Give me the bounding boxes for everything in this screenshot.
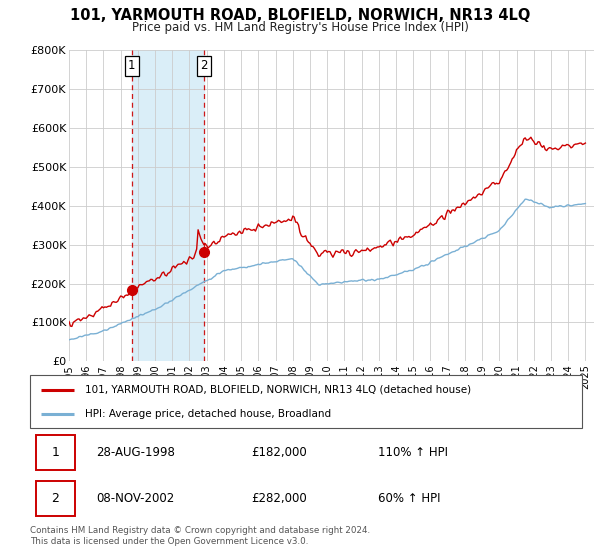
- Text: £282,000: £282,000: [251, 492, 307, 505]
- Text: 60% ↑ HPI: 60% ↑ HPI: [378, 492, 440, 505]
- Text: Contains HM Land Registry data © Crown copyright and database right 2024.
This d: Contains HM Land Registry data © Crown c…: [30, 526, 370, 546]
- Text: Price paid vs. HM Land Registry's House Price Index (HPI): Price paid vs. HM Land Registry's House …: [131, 21, 469, 34]
- Bar: [132, 50, 204, 361]
- FancyBboxPatch shape: [35, 481, 75, 516]
- Text: 2: 2: [200, 59, 208, 72]
- Text: HPI: Average price, detached house, Broadland: HPI: Average price, detached house, Broa…: [85, 409, 331, 419]
- Text: 101, YARMOUTH ROAD, BLOFIELD, NORWICH, NR13 4LQ (detached house): 101, YARMOUTH ROAD, BLOFIELD, NORWICH, N…: [85, 385, 472, 395]
- Text: 2: 2: [52, 492, 59, 505]
- Text: 28-AUG-1998: 28-AUG-1998: [96, 446, 175, 459]
- FancyBboxPatch shape: [35, 435, 75, 470]
- Text: £182,000: £182,000: [251, 446, 307, 459]
- FancyBboxPatch shape: [30, 375, 582, 428]
- Text: 101, YARMOUTH ROAD, BLOFIELD, NORWICH, NR13 4LQ: 101, YARMOUTH ROAD, BLOFIELD, NORWICH, N…: [70, 8, 530, 24]
- Text: 1: 1: [52, 446, 59, 459]
- Text: 110% ↑ HPI: 110% ↑ HPI: [378, 446, 448, 459]
- Text: 08-NOV-2002: 08-NOV-2002: [96, 492, 175, 505]
- Text: 1: 1: [128, 59, 136, 72]
